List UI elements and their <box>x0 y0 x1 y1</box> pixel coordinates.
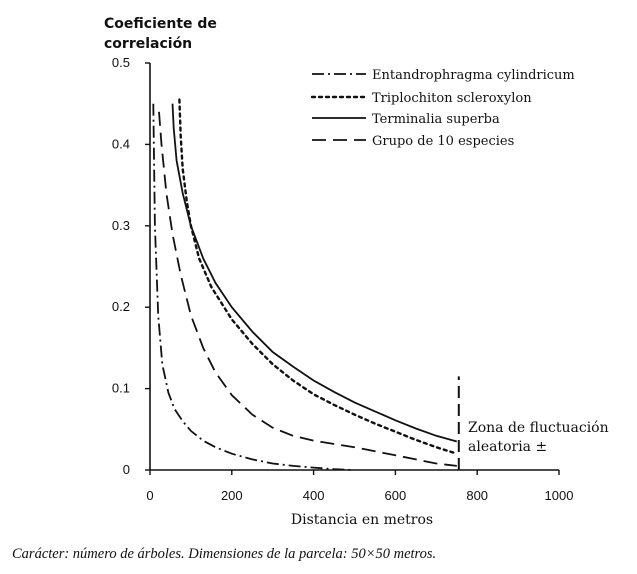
legend: Entandrophragma cylindricum Triplochiton … <box>310 68 575 149</box>
y-ticks: 0 0.1 0.2 0.3 0.4 0.5 <box>112 55 150 477</box>
x-tick-label: 800 <box>466 488 488 503</box>
y-axis-label-line-2: correlación <box>104 36 192 52</box>
series-line-4 <box>158 111 457 467</box>
legend-label-2: Triplochiton scleroxylon <box>372 91 532 106</box>
x-tick-label: 400 <box>303 488 325 503</box>
series-line-1 <box>152 103 355 471</box>
legend-label-1: Entandrophragma cylindricum <box>372 68 575 83</box>
x-tick-label: 0 <box>146 488 153 503</box>
series-line-3 <box>171 103 458 443</box>
figure-caption: Carácter: número de árboles. Dimensiones… <box>12 546 437 562</box>
y-tick-label: 0.5 <box>112 55 130 70</box>
x-tick-label: 1000 <box>545 488 574 503</box>
correlation-chart: Coeficiente de correlación 0 200 400 600 800… <box>104 16 609 528</box>
x-tick-label: 200 <box>221 488 243 503</box>
legend-label-4: Grupo de 10 especies <box>372 134 514 149</box>
x-axis-label: Distancia en metros <box>291 512 433 528</box>
legend-label-3: Terminalia superba <box>372 112 500 127</box>
y-tick-label: 0 <box>123 462 130 477</box>
x-tick-label: 600 <box>385 488 407 503</box>
y-tick-label: 0.2 <box>112 299 130 314</box>
x-ticks: 0 200 400 600 800 1000 <box>146 470 573 503</box>
series-lines <box>152 98 458 471</box>
annotation-line-2: aleatoria ± <box>468 439 547 455</box>
y-tick-label: 0.4 <box>112 136 130 151</box>
series-line-2 <box>178 98 458 455</box>
y-axis-label-line-1: Coeficiente de <box>104 16 217 32</box>
y-tick-label: 0.3 <box>112 218 130 233</box>
annotation-line-1: Zona de fluctuación <box>468 420 609 436</box>
y-tick-label: 0.1 <box>112 381 130 396</box>
